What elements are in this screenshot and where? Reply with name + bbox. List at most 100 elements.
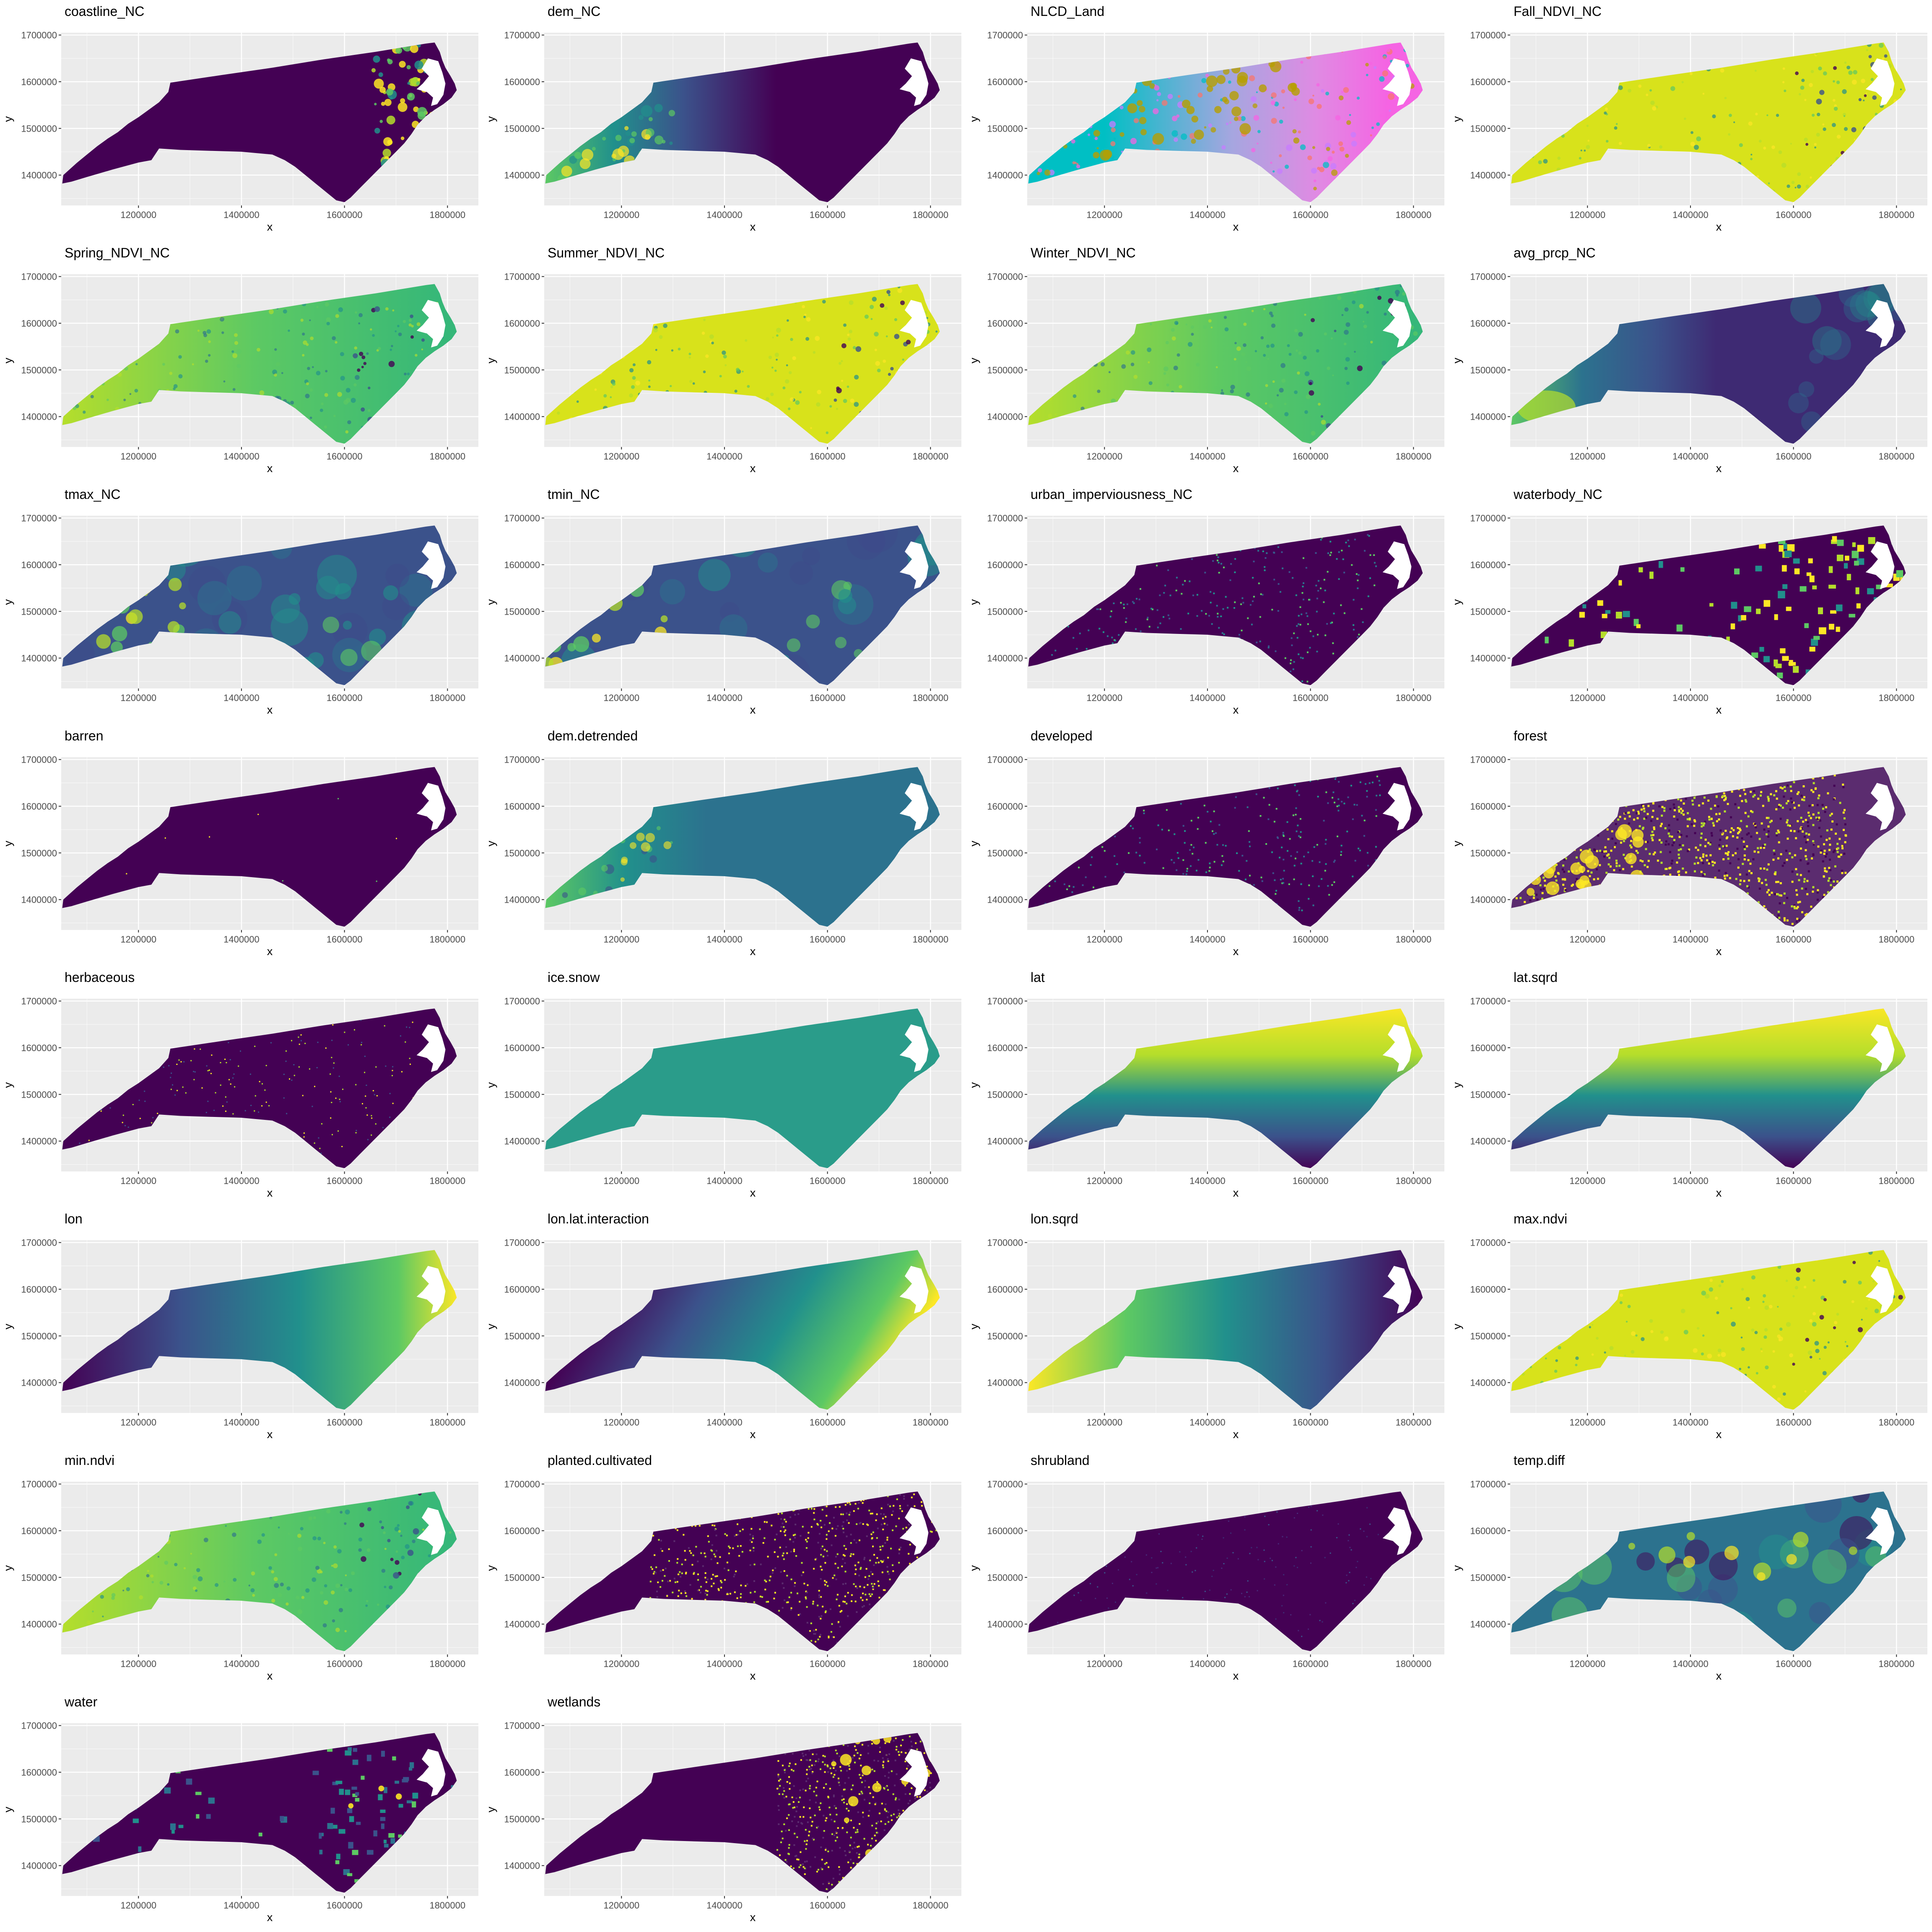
y-axis-label: y xyxy=(968,1324,980,1330)
map-panel-svg: coastline_NC 1200000 1400000 1600000 1800000… xyxy=(2,4,478,233)
map-panel-svg: Winter_NDVI_NC 1200000 1400000 1600000 18000… xyxy=(968,245,1444,475)
y-tick-label: 1600000 xyxy=(1470,318,1506,329)
map-panel: NLCD_Land 1200000 1400000 1600000 1800000 140… xyxy=(966,0,1449,242)
x-tick-label: 1400000 xyxy=(1189,451,1226,462)
x-tick-label: 1800000 xyxy=(912,934,948,945)
map-panel: lat 1200000 1400000 1600000 1800000 1400000 15… xyxy=(966,966,1449,1208)
x-tick-label: 1800000 xyxy=(429,1659,465,1669)
x-tick-label: 1800000 xyxy=(429,451,465,462)
y-tick-label: 1600000 xyxy=(504,801,540,812)
sound-water xyxy=(899,541,929,589)
x-tick-label: 1600000 xyxy=(810,210,846,220)
y-tick-label: 1400000 xyxy=(504,1136,540,1147)
x-tick-label: 1400000 xyxy=(706,1659,743,1669)
panel-title: tmax_NC xyxy=(65,487,120,502)
x-axis-label: x xyxy=(1233,945,1239,958)
sound-water xyxy=(416,300,446,348)
y-tick-label: 1700000 xyxy=(987,272,1023,282)
x-tick-label: 1200000 xyxy=(1569,1176,1605,1186)
x-tick-label: 1200000 xyxy=(603,693,639,703)
sound-water xyxy=(1382,1024,1412,1072)
y-tick-label: 1700000 xyxy=(987,755,1023,765)
x-tick-label: 1200000 xyxy=(1086,1176,1122,1186)
x-tick-label: 1200000 xyxy=(1086,451,1122,462)
y-tick-label: 1700000 xyxy=(1470,30,1506,41)
y-tick-label: 1700000 xyxy=(1470,1479,1506,1490)
y-axis-label: y xyxy=(968,116,980,122)
x-tick-label: 1400000 xyxy=(1672,934,1709,945)
x-tick-label: 1400000 xyxy=(223,1417,260,1428)
x-tick-label: 1400000 xyxy=(1189,934,1226,945)
x-tick-label: 1400000 xyxy=(223,210,260,220)
x-tick-label: 1400000 xyxy=(1189,1659,1226,1669)
x-axis-label: x xyxy=(1716,1187,1722,1199)
x-tick-label: 1600000 xyxy=(327,693,363,703)
y-tick-label: 1400000 xyxy=(1470,412,1506,422)
y-tick-label: 1400000 xyxy=(1470,170,1506,181)
map-panel-svg: dem.detrended 1200000 1400000 1600000 180000… xyxy=(485,728,961,958)
x-axis-label: x xyxy=(1233,704,1239,716)
panel-title: lon xyxy=(65,1211,83,1226)
y-tick-label: 1500000 xyxy=(1470,1331,1506,1341)
y-tick-label: 1600000 xyxy=(1470,77,1506,87)
x-tick-label: 1600000 xyxy=(810,1900,846,1911)
y-tick-label: 1600000 xyxy=(21,1284,57,1295)
x-tick-label: 1800000 xyxy=(1878,210,1914,220)
x-tick-label: 1600000 xyxy=(810,693,846,703)
x-tick-label: 1800000 xyxy=(429,1176,465,1186)
panel-title: max.ndvi xyxy=(1514,1211,1567,1226)
map-panel: Fall_NDVI_NC 1200000 1400000 1600000 1800000… xyxy=(1449,0,1932,242)
panel-title: tmin_NC xyxy=(548,487,600,502)
y-tick-label: 1700000 xyxy=(504,30,540,41)
map-panel-svg: min.ndvi 1200000 1400000 1600000 1800000 1400… xyxy=(2,1453,478,1682)
map-panel: Winter_NDVI_NC 1200000 1400000 1600000 18000… xyxy=(966,242,1449,483)
map-panel-svg: lon.lat.interaction 1200000 1400000 1600000… xyxy=(485,1211,961,1441)
x-tick-label: 1800000 xyxy=(912,1900,948,1911)
y-tick-label: 1400000 xyxy=(504,1619,540,1630)
y-tick-label: 1700000 xyxy=(987,513,1023,524)
sound-water xyxy=(416,1749,446,1797)
x-tick-label: 1200000 xyxy=(1569,1417,1605,1428)
y-tick-label: 1700000 xyxy=(21,1721,57,1731)
x-axis-label: x xyxy=(267,221,273,233)
y-tick-label: 1700000 xyxy=(21,1479,57,1490)
sound-water xyxy=(899,58,929,106)
y-axis-label: y xyxy=(1451,1324,1463,1330)
map-panel-svg: Summer_NDVI_NC 1200000 1400000 1600000 18000… xyxy=(485,245,961,475)
map-panel: dem.detrended 1200000 1400000 1600000 180000… xyxy=(483,724,966,966)
x-tick-label: 1200000 xyxy=(1569,693,1605,703)
map-panel-svg: herbaceous 1200000 1400000 1600000 1800000 14… xyxy=(2,970,478,1199)
y-tick-label: 1500000 xyxy=(504,123,540,134)
map-panel-svg: lon.sqrd 1200000 1400000 1600000 1800000 1400… xyxy=(968,1211,1444,1441)
x-tick-label: 1600000 xyxy=(1293,210,1329,220)
panel-title: ice.snow xyxy=(548,970,600,985)
x-tick-label: 1400000 xyxy=(223,1659,260,1669)
x-tick-label: 1600000 xyxy=(810,451,846,462)
sound-water xyxy=(1382,1266,1412,1314)
y-tick-label: 1500000 xyxy=(21,1814,57,1824)
x-tick-label: 1400000 xyxy=(1672,1176,1709,1186)
y-axis-label: y xyxy=(968,1565,980,1571)
y-axis-label: y xyxy=(2,1324,14,1330)
map-panel: urban_imperviousness_NC 1200000 1400000 160… xyxy=(966,483,1449,724)
x-tick-label: 1400000 xyxy=(706,693,743,703)
panel-title: lat xyxy=(1031,970,1045,985)
y-tick-label: 1400000 xyxy=(21,1136,57,1147)
y-tick-label: 1500000 xyxy=(504,1814,540,1824)
x-tick-label: 1600000 xyxy=(327,1176,363,1186)
y-tick-label: 1400000 xyxy=(504,895,540,905)
x-tick-label: 1800000 xyxy=(1395,451,1431,462)
x-tick-label: 1200000 xyxy=(1086,693,1122,703)
x-axis-label: x xyxy=(750,1670,756,1682)
x-tick-label: 1800000 xyxy=(1878,693,1914,703)
y-tick-label: 1600000 xyxy=(1470,1526,1506,1536)
y-axis-label: y xyxy=(2,358,14,364)
x-tick-label: 1800000 xyxy=(912,1659,948,1669)
y-tick-label: 1500000 xyxy=(1470,1089,1506,1100)
x-tick-label: 1200000 xyxy=(120,1659,156,1669)
y-tick-label: 1400000 xyxy=(504,170,540,181)
map-panel: tmax_NC 1200000 1400000 1600000 1800000 14000… xyxy=(0,483,483,724)
map-panel-svg: lat.sqrd 1200000 1400000 1600000 1800000 1400… xyxy=(1451,970,1927,1199)
x-tick-label: 1600000 xyxy=(1776,1176,1812,1186)
x-axis-label: x xyxy=(1716,704,1722,716)
